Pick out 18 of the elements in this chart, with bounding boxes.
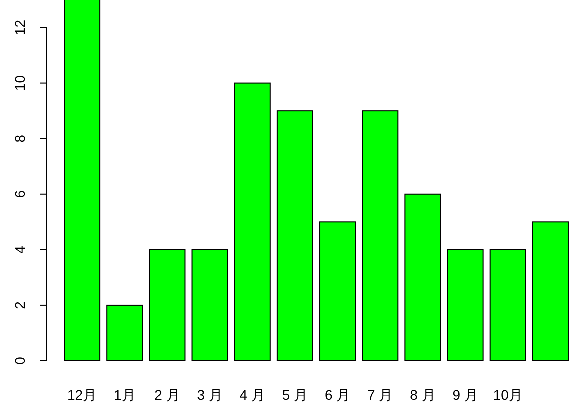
- x-tick-label: 1月: [114, 387, 136, 403]
- x-tick-label: 9 月: [452, 387, 478, 403]
- x-tick-label: 12月: [68, 387, 98, 403]
- y-tick-label: 8: [12, 134, 28, 143]
- x-tick-label: 5 月: [282, 387, 308, 403]
- x-tick-label: 10月: [493, 387, 523, 403]
- y-tick-label: 4: [12, 246, 28, 254]
- x-tick-label: 3 月: [197, 387, 223, 403]
- x-tick-label: 8 月: [410, 387, 436, 403]
- x-tick-label: 6 月: [324, 387, 351, 403]
- y-tick-label: 12: [12, 20, 28, 36]
- x-tick-label: 4 月: [240, 387, 266, 403]
- y-tick-label: 6: [12, 190, 28, 198]
- y-tick-label: 0: [12, 356, 28, 365]
- y-tick-label: 2: [12, 301, 28, 310]
- y-tick-label: 10: [12, 75, 28, 92]
- x-tick-label: 7 月: [368, 387, 394, 403]
- x-tick-label: 2 月: [154, 387, 180, 403]
